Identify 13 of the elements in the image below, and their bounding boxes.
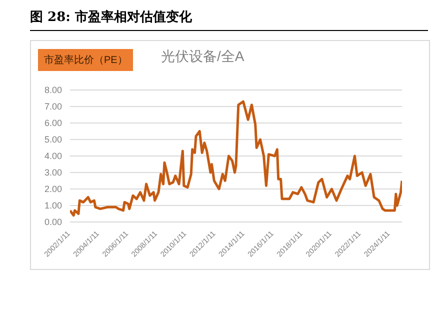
y-tick-label: 7.00 [44,102,62,112]
line-series [70,100,402,217]
y-tick-label: 2.00 [44,184,62,194]
y-tick-label: 4.00 [44,151,62,162]
chart-subtitle: 光伏设备/全A [161,48,244,66]
y-axis-title: 市盈率比价（PE） [38,49,134,71]
y-tick-label: 0.00 [44,217,62,228]
y-tick-label: 8.00 [44,85,62,96]
y-tick-label: 5.00 [44,134,62,145]
y-tick-label: 3.00 [44,168,62,178]
chart-title: 图 28: 市盈率相对估值变化 [30,8,428,31]
y-tick-label: 1.00 [44,200,62,211]
y-tick-label: 6.00 [44,118,62,128]
